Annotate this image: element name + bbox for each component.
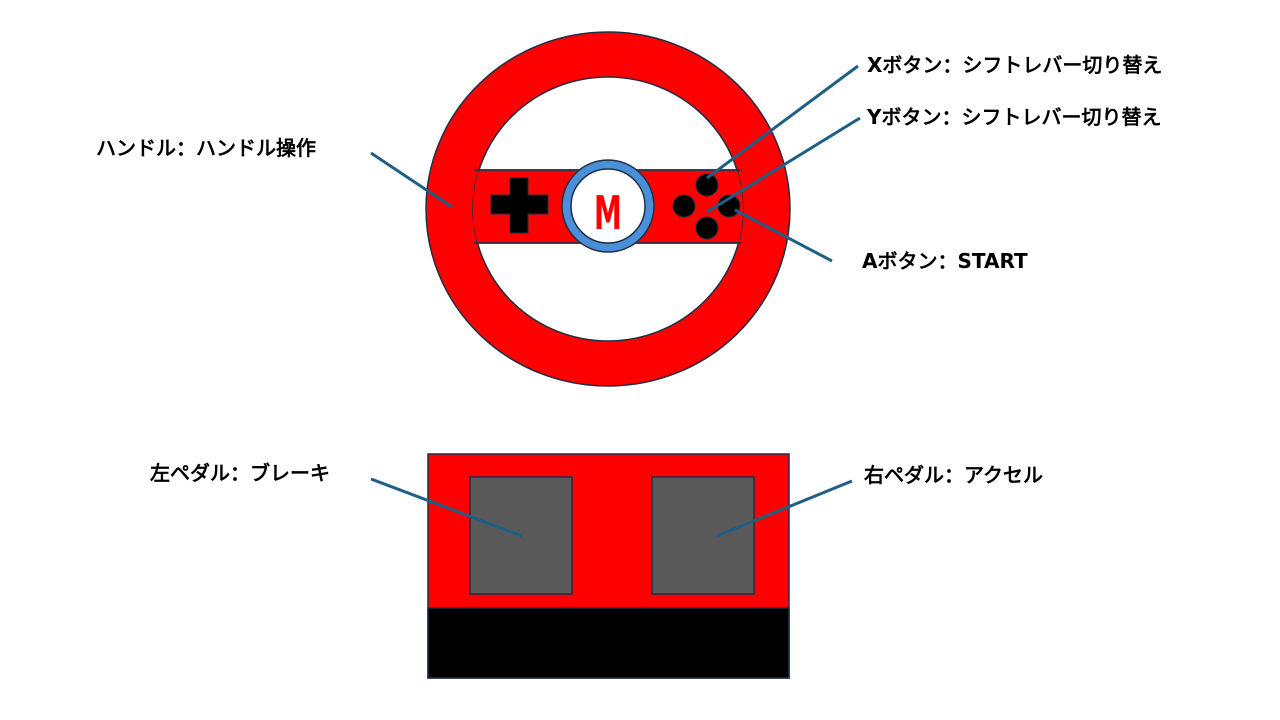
x-button-label: Xボタン：シフトレバー切り替え [867, 53, 1163, 77]
button-b [695, 216, 719, 240]
button-y [672, 194, 696, 218]
leader-a [734, 208, 833, 263]
pedal-base [427, 607, 790, 679]
leader-right-pedal [716, 479, 853, 538]
left-pedal [469, 476, 573, 595]
y-button-label: Yボタン：シフトレバー切り替え [867, 105, 1162, 129]
leader-handle [370, 151, 453, 209]
right-pedal-label: 右ペダル：アクセル [864, 463, 1043, 487]
button-x [695, 173, 719, 197]
right-pedal [651, 476, 755, 595]
leader-y [706, 116, 861, 214]
leader-x [706, 64, 859, 180]
leader-left-pedal [370, 477, 523, 538]
left-pedal-label: 左ペダル：ブレーキ [150, 461, 330, 485]
m-logo-icon: M [594, 187, 622, 240]
dpad-cross-icon [490, 177, 549, 234]
handle-label: ハンドル：ハンドル操作 [96, 136, 316, 160]
a-button-label: Aボタン：START [862, 249, 1028, 273]
hub-center [570, 168, 646, 244]
